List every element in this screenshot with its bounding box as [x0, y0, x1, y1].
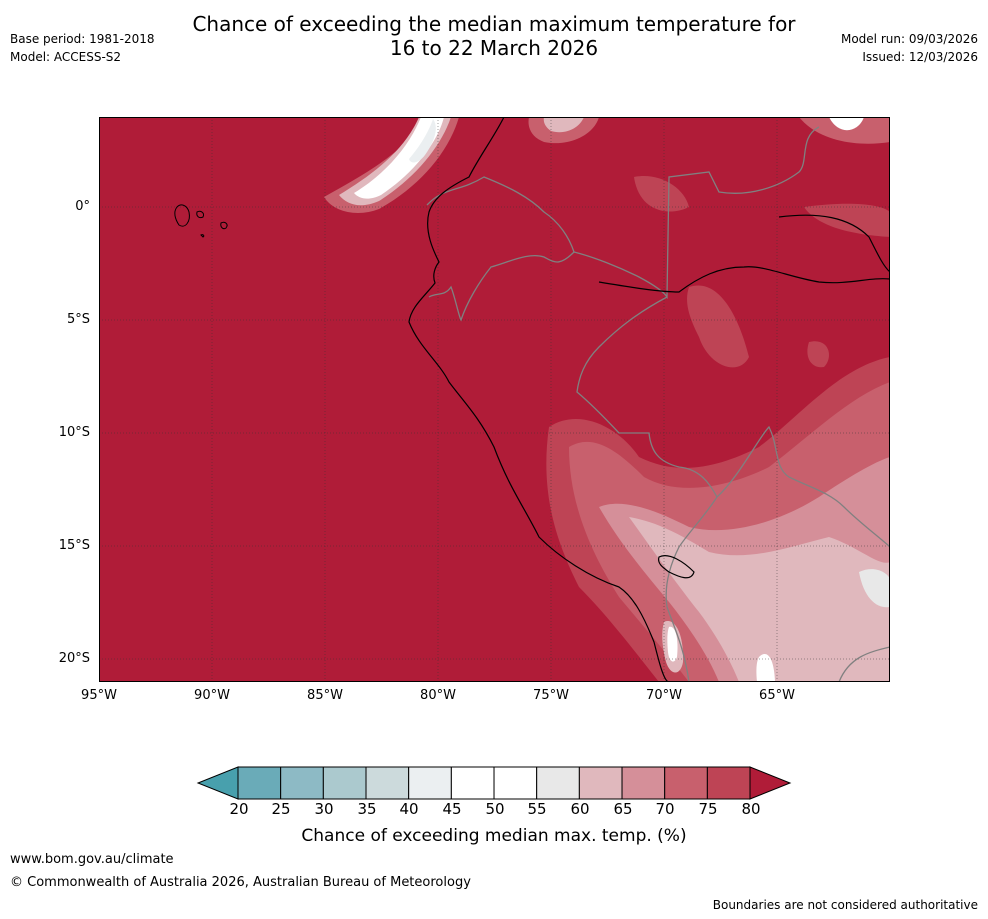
border-peru-brazil [576, 296, 718, 498]
lat-label-15s: 15°S [58, 538, 90, 553]
border-ecuador-peru [428, 251, 575, 322]
contour-55-ne [543, 117, 584, 133]
issued-date: Issued: 12/03/2026 [862, 50, 978, 64]
lon-label-70w: 70°W [646, 688, 682, 703]
colorbar-label-70: 70 [655, 800, 675, 818]
lat-label-0: 0° [75, 199, 90, 214]
colorbar-swatches [237, 766, 751, 800]
base-period: Base period: 1981-2018 [10, 32, 155, 46]
contour-70-nne [799, 117, 890, 144]
contour-45-south [756, 654, 775, 682]
lon-label-80w: 80°W [420, 688, 456, 703]
colorbar-swatch-75 [706, 766, 751, 800]
colorbar-label-50: 50 [485, 800, 505, 818]
country-borders [426, 126, 890, 682]
colorbar-label-60: 60 [570, 800, 590, 818]
map-gridlines [99, 117, 890, 682]
border-bolivia-chile [666, 606, 690, 682]
colorbar-swatch-25 [280, 766, 324, 800]
colorbar-high-extend [749, 766, 792, 800]
colorbar-label-35: 35 [357, 800, 377, 818]
map-frame [99, 117, 890, 682]
colorbar-label-30: 30 [314, 800, 334, 818]
lon-label-75w: 75°W [533, 688, 569, 703]
footer-disclaimer: Boundaries are not considered authoritat… [712, 898, 978, 912]
border-bolivia-brazil [716, 425, 890, 548]
colorbar-low-extend [196, 766, 239, 800]
contour-35-north [409, 119, 436, 163]
colorbar-label-75: 75 [698, 800, 718, 818]
colorbar-swatch-55 [536, 766, 580, 800]
island-san-cristobal [220, 221, 228, 230]
border-east [838, 646, 890, 682]
galapagos-islands [174, 204, 228, 238]
colorbar-title: Chance of exceeding median max. temp. (%… [301, 826, 687, 846]
lon-label-95w: 95°W [81, 688, 117, 703]
colorbar-swatch-60 [578, 766, 623, 800]
lake-titicaca [657, 555, 695, 579]
lon-label-85w: 85°W [307, 688, 343, 703]
contour-45-north [354, 117, 444, 199]
colorbar [196, 766, 792, 800]
contour-75-east3 [807, 341, 829, 368]
meta-left: Base period: 1981-2018 Model: ACCESS-S2 [10, 30, 155, 66]
colorbar-swatch-70 [664, 766, 708, 800]
island-small [200, 234, 205, 238]
colorbar-label-45: 45 [442, 800, 462, 818]
colorbar-swatch-45 [450, 766, 495, 800]
contour-75-mid [687, 285, 749, 368]
contour-60-south [629, 517, 890, 682]
colorbar-swatch-65 [621, 766, 666, 800]
contour-50-andes [667, 626, 678, 662]
contour-75-east [634, 176, 689, 212]
coast-pacific [408, 117, 670, 682]
lon-label-90w: 90°W [194, 688, 230, 703]
title-line-1: Chance of exceeding the median maximum t… [192, 12, 796, 36]
model-run: Model run: 09/03/2026 [840, 32, 978, 46]
colorbar-label-20: 20 [229, 800, 249, 818]
meta-right: Model run: 09/03/2026 Issued: 12/03/2026 [841, 30, 978, 66]
island-santa-cruz [196, 210, 204, 219]
colorbar-label-55: 55 [527, 800, 547, 818]
colorbar-swatch-30 [322, 766, 367, 800]
colorbar-swatch-50 [493, 766, 538, 800]
border-peru-bolivia [665, 496, 718, 608]
lat-label-5s: 5°S [66, 312, 90, 327]
lat-label-20s: 20°S [58, 651, 90, 666]
model-name: Model: ACCESS-S2 [10, 50, 122, 64]
coast-amazon-river [598, 266, 890, 293]
contour-50-nne [829, 117, 864, 131]
colorbar-swatch-35 [365, 766, 410, 800]
colorbar-label-25: 25 [271, 800, 291, 818]
forecast-map [99, 117, 890, 682]
colorbar-swatch-20 [237, 766, 282, 800]
border-ecuador-colombia [426, 176, 575, 253]
coast-amazon-north [778, 214, 890, 273]
island-isabela [174, 204, 190, 227]
colorbar-swatch-40 [408, 766, 452, 800]
lon-label-65w: 65°W [759, 688, 795, 703]
contour-75-east2 [804, 203, 890, 237]
contour-55-south [859, 569, 890, 608]
coastlines [408, 117, 890, 682]
lat-label-10s: 10°S [58, 425, 90, 440]
chart-title: Chance of exceeding the median maximum t… [0, 12, 988, 60]
footer-website[interactable]: www.bom.gov.au/climate [10, 852, 174, 867]
colorbar-label-80: 80 [741, 800, 761, 818]
footer-copyright: © Commonwealth of Australia 2026, Austra… [10, 875, 471, 890]
colorbar-label-65: 65 [613, 800, 633, 818]
border-colombia-brazil [573, 126, 820, 300]
colorbar-label-40: 40 [399, 800, 419, 818]
title-line-2: 16 to 22 March 2026 [389, 36, 599, 60]
